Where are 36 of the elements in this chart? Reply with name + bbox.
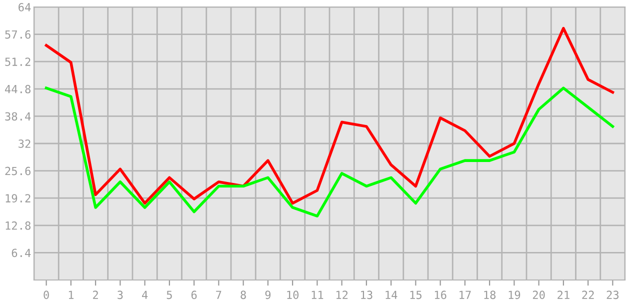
x-tick-label: 23 <box>606 290 619 300</box>
x-tick-label: 22 <box>582 290 594 299</box>
x-tick-label: 6 <box>191 290 197 300</box>
x-tick-label: 19 <box>508 290 520 300</box>
x-tick-label: 2 <box>93 290 98 299</box>
x-tick-label: 8 <box>240 290 246 300</box>
x-tick-label: 14 <box>386 290 398 299</box>
x-tick-label: 15 <box>410 290 422 300</box>
x-tick-label: 5 <box>166 290 172 300</box>
x-tick-label: 16 <box>434 290 446 300</box>
y-tick-label: 19.2 <box>6 194 30 203</box>
x-tick-label: 0 <box>44 290 49 300</box>
y-tick-label: 44.8 <box>5 84 31 94</box>
x-tick-label: 3 <box>118 290 123 300</box>
x-tick-label: 11 <box>312 290 324 299</box>
x-tick-label: 17 <box>460 290 471 299</box>
x-tick-label: 20 <box>532 290 545 300</box>
y-tick-label: 64 <box>18 3 31 12</box>
x-tick-label: 7 <box>216 290 222 299</box>
y-tick-label: 57.6 <box>5 30 30 39</box>
y-tick-label: 12.8 <box>6 221 31 230</box>
x-tick-label: 21 <box>558 290 570 299</box>
x-tick-label: 1 <box>68 290 74 299</box>
x-tick-label: 12 <box>336 290 348 299</box>
y-tick-label: 38.4 <box>5 112 31 121</box>
y-tick-label: 32 <box>18 140 30 148</box>
x-tick-label: 4 <box>142 290 148 299</box>
x-tick-label: 18 <box>484 290 496 300</box>
x-tick-label: 9 <box>265 290 271 300</box>
y-tick-label: 51.2 <box>5 58 30 66</box>
line-series <box>44 86 614 218</box>
line-series <box>44 26 614 205</box>
y-tick-label: 6.4 <box>12 248 31 258</box>
x-tick-label: 13 <box>361 290 372 300</box>
y-tick-label: 25.6 <box>5 166 30 176</box>
x-tick-label: 10 <box>287 290 299 300</box>
